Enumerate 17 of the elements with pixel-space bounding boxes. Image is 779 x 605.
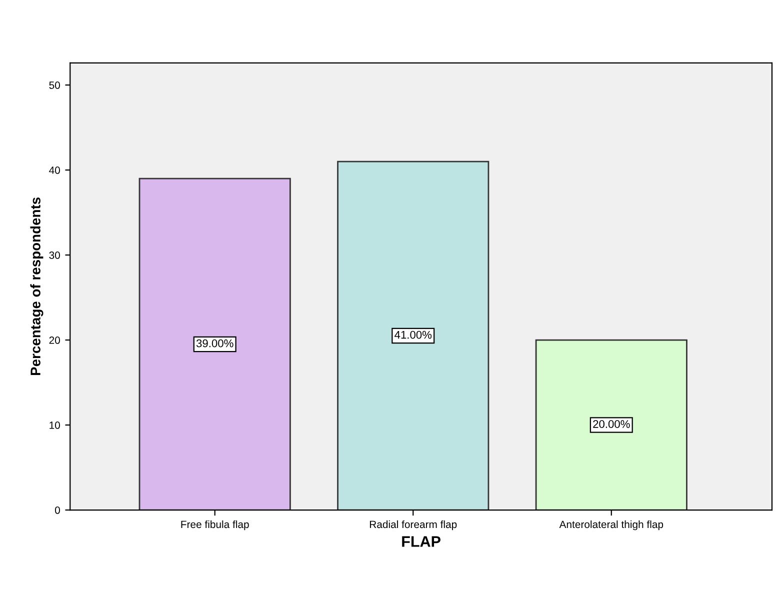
data-label: 39.00%: [196, 339, 234, 348]
x-tick-label: Free fibula flap: [181, 520, 249, 530]
bar: [337, 160, 490, 510]
y-tick-label: 30: [49, 252, 60, 259]
x-tick-label: Radial forearm flap: [370, 520, 457, 530]
data-label: 20.00%: [593, 420, 630, 428]
y-tick-label: 20: [49, 336, 60, 344]
y-tick-label: 40: [49, 166, 60, 174]
data-label: 41.00%: [394, 330, 432, 339]
y-tick-label: 50: [49, 82, 60, 89]
y-tick-label: 0: [55, 506, 60, 514]
y-tick-label: 10: [50, 422, 60, 429]
x-tick-label: Anterolateral thigh flap: [559, 520, 664, 530]
bar: [535, 339, 688, 510]
x-axis-title: FLAP: [402, 536, 440, 547]
bar: [138, 178, 291, 510]
y-axis-title: Percentage of respondents: [30, 198, 44, 376]
